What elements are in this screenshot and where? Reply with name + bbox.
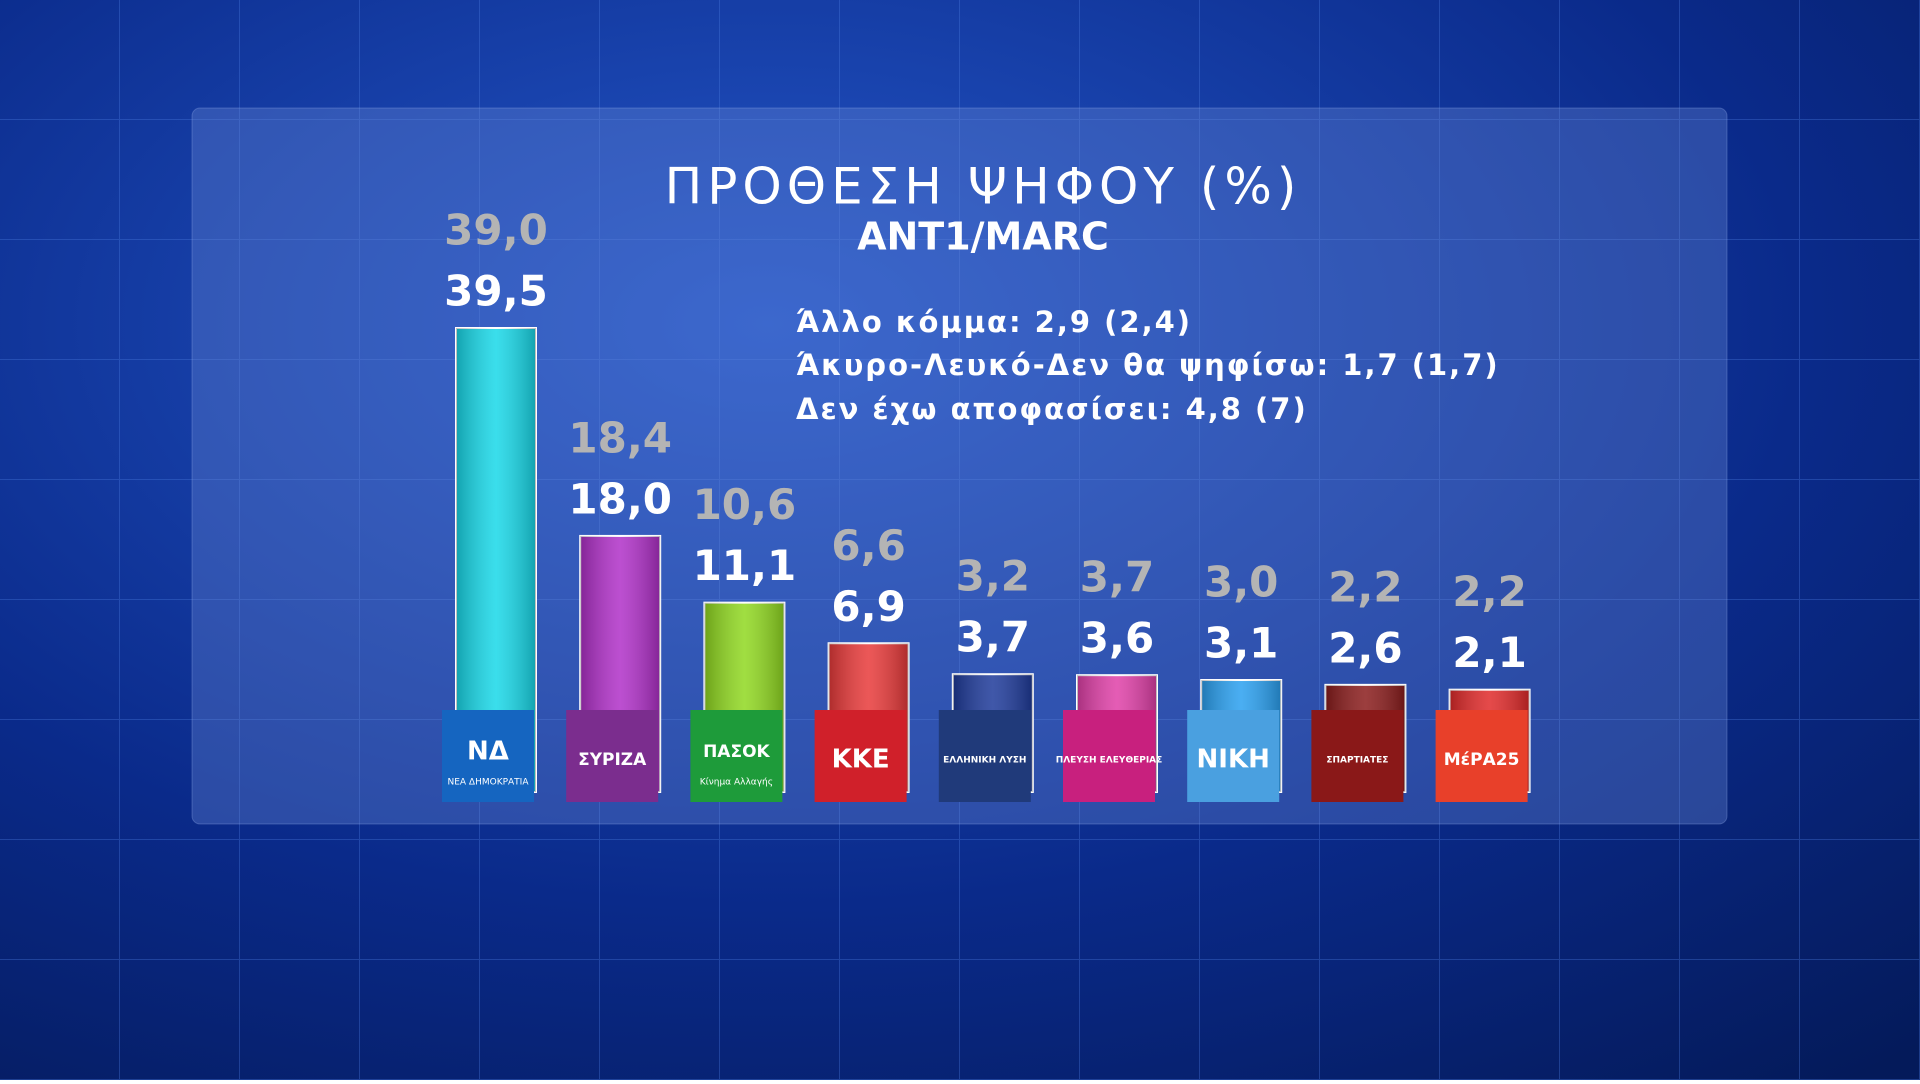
party-name: ΕΛΛΗΝΙΚΗ ΛΥΣΗ [943, 756, 1026, 766]
party-subtitle: Κίνημα Αλλαγής [700, 778, 773, 788]
party-name: ΣΥΡΙΖΑ [578, 750, 647, 770]
party-logo [814, 710, 907, 802]
party-logo [566, 710, 659, 802]
value-label: 2,1 [1452, 628, 1526, 677]
party-logo [1311, 710, 1404, 802]
chart-subtitle: ANT1/MARC [857, 215, 1109, 259]
party-logo [1187, 710, 1280, 802]
party-logo [1063, 710, 1155, 802]
party-logo [1435, 710, 1528, 802]
note: Άλλο κόμμα: 2,9 (2,4) [796, 305, 1192, 339]
party-name: ΠΑΣΟΚ [703, 742, 770, 762]
previous-value-label: 3,2 [956, 552, 1030, 601]
value-label: 39,5 [444, 267, 548, 316]
value-label: 6,9 [831, 582, 905, 631]
note: Δεν έχω αποφασίσει: 4,8 (7) [796, 392, 1308, 426]
value-label: 2,6 [1328, 623, 1402, 672]
party-name: ΝΙΚΗ [1197, 745, 1270, 775]
party-subtitle: ΝΕΑ ΔΗΜΟΚΡΑΤΙΑ [447, 778, 529, 788]
previous-value-label: 3,7 [1080, 553, 1154, 602]
previous-value-label: 39,0 [444, 206, 548, 255]
value-label: 3,6 [1080, 614, 1154, 663]
previous-value-label: 2,2 [1452, 567, 1526, 616]
party-name: ΣΠΑΡΤΙΑΤΕΣ [1326, 756, 1388, 766]
party-name: ΝΔ [467, 737, 509, 767]
party-name: ΚΚΕ [832, 745, 890, 775]
party-name: ΜέΡΑ25 [1444, 750, 1520, 770]
value-label: 11,1 [693, 541, 797, 590]
previous-value-label: 3,0 [1204, 558, 1278, 607]
previous-value-label: 2,2 [1328, 562, 1402, 611]
previous-value-label: 18,4 [568, 413, 672, 462]
value-label: 3,1 [1204, 619, 1278, 668]
note: Άκυρο-Λευκό-Δεν θα ψηφίσω: 1,7 (1,7) [796, 348, 1500, 382]
party-name: ΠΛΕΥΣΗ ΕΛΕΥΘΕΡΙΑΣ [1056, 756, 1163, 766]
party-logo [442, 710, 534, 802]
previous-value-label: 6,6 [831, 521, 905, 570]
chart-title: ΠΡΟΘΕΣΗ ΨΗΦΟΥ (%) [665, 158, 1302, 216]
panel [191, 107, 1728, 825]
previous-value-label: 10,6 [693, 480, 797, 529]
value-label: 3,7 [956, 613, 1030, 662]
party-logo [690, 710, 783, 802]
party-logo [938, 710, 1031, 802]
value-label: 18,0 [568, 474, 672, 523]
